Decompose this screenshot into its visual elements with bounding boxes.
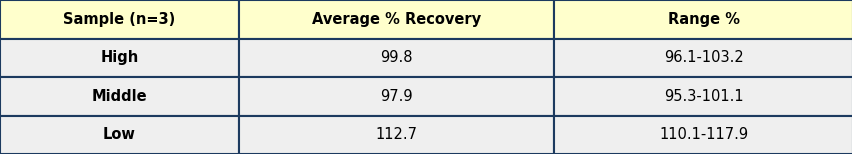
Text: Range %: Range % bbox=[667, 12, 739, 27]
Bar bbox=[0, 38, 239, 77]
Text: 99.8: 99.8 bbox=[380, 50, 412, 65]
Bar bbox=[554, 116, 852, 154]
Text: 96.1-103.2: 96.1-103.2 bbox=[663, 50, 743, 65]
Bar bbox=[0, 116, 239, 154]
Bar bbox=[239, 116, 554, 154]
Text: High: High bbox=[101, 50, 138, 65]
Text: Low: Low bbox=[103, 127, 135, 142]
Text: 110.1-117.9: 110.1-117.9 bbox=[659, 127, 747, 142]
Text: Sample (n=3): Sample (n=3) bbox=[63, 12, 176, 27]
Bar bbox=[239, 0, 554, 38]
Bar bbox=[239, 38, 554, 77]
Text: 112.7: 112.7 bbox=[375, 127, 417, 142]
Bar bbox=[0, 0, 239, 38]
Text: 95.3-101.1: 95.3-101.1 bbox=[663, 89, 743, 104]
Bar bbox=[554, 77, 852, 116]
Bar bbox=[554, 0, 852, 38]
Text: Average % Recovery: Average % Recovery bbox=[312, 12, 481, 27]
Bar bbox=[239, 77, 554, 116]
Text: Middle: Middle bbox=[91, 89, 147, 104]
Text: 97.9: 97.9 bbox=[380, 89, 412, 104]
Bar bbox=[0, 77, 239, 116]
Bar bbox=[554, 38, 852, 77]
